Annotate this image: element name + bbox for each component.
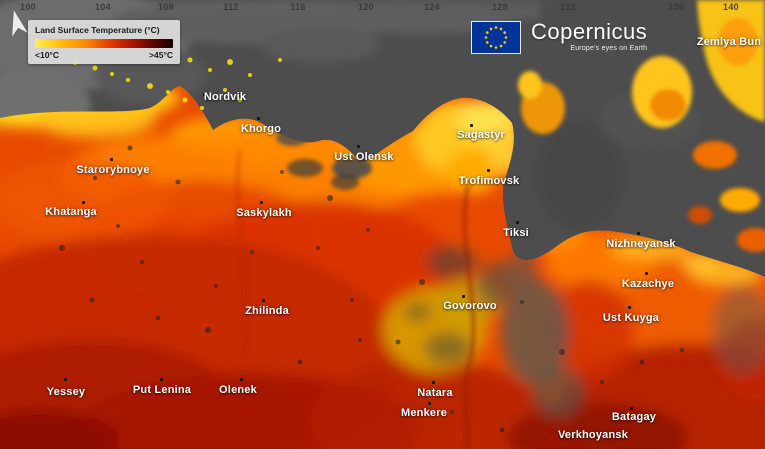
place-label: Menkere (400, 407, 448, 419)
place-label: Zhilinda (245, 305, 289, 317)
longitude-tick: 104 (95, 2, 111, 12)
place-marker (428, 402, 431, 405)
longitude-tick: 120 (358, 2, 374, 12)
place-marker (645, 272, 648, 275)
legend-max-label: >45°C (149, 50, 173, 60)
place-marker (630, 407, 633, 410)
place-label: Verkhoyansk (557, 429, 629, 441)
longitude-tick: 100 (20, 2, 36, 12)
copernicus-wordmark: Copernicus (531, 19, 648, 44)
place-label: Natara (417, 387, 453, 399)
place-label: Govorovo (443, 300, 497, 312)
copernicus-tagline: Europe's eyes on Earth (570, 45, 648, 52)
legend-range: <10°C >45°C (35, 50, 173, 60)
place-label: Khorgo (240, 123, 282, 135)
place-label: Put Lenina (132, 384, 192, 396)
place-label: Nordvik (203, 91, 247, 103)
place-label: Zemlya Bun (696, 36, 762, 48)
longitude-tick: 136 (668, 2, 684, 12)
place-label: Yessey (46, 386, 86, 398)
place-label: Ust Kuyga (602, 312, 660, 324)
longitude-tick: 124 (424, 2, 440, 12)
copernicus-logo: Copernicus Europe's eyes on Earth (471, 21, 647, 54)
longitude-tick: 132 (560, 2, 576, 12)
place-marker (82, 201, 85, 204)
place-marker (262, 299, 265, 302)
place-label: Khatanga (45, 206, 97, 218)
longitude-tick: 140 (723, 2, 739, 12)
eu-stars (484, 26, 508, 49)
place-marker (257, 117, 260, 120)
place-marker (260, 201, 263, 204)
legend: Land Surface Temperature (°C) <10°C >45°… (28, 20, 180, 64)
place-marker (240, 378, 243, 381)
place-marker (110, 158, 113, 161)
place-marker (628, 306, 631, 309)
place-label: Ust Olensk (334, 151, 394, 163)
place-label: Saskylakh (236, 207, 292, 219)
place-marker (64, 378, 67, 381)
north-arrow-icon (12, 10, 28, 37)
place-label: Kazachye (621, 278, 675, 290)
place-marker (462, 295, 465, 298)
place-label: Batagay (611, 411, 657, 423)
place-marker (357, 145, 360, 148)
longitude-tick: 128 (492, 2, 508, 12)
place-label: Trofimovsk (458, 175, 520, 187)
place-label: Tiksi (503, 227, 529, 239)
place-marker (487, 169, 490, 172)
copernicus-wordmark-block: Copernicus Europe's eyes on Earth (531, 19, 648, 53)
place-label: Nizhneyansk (606, 238, 676, 250)
longitude-tick: 108 (158, 2, 174, 12)
longitude-tick: 112 (223, 2, 239, 12)
place-marker (470, 124, 473, 127)
place-marker (432, 381, 435, 384)
place-marker (203, 93, 206, 96)
legend-title: Land Surface Temperature (°C) (35, 25, 160, 35)
place-marker (637, 232, 640, 235)
place-marker (516, 221, 519, 224)
place-marker (160, 378, 163, 381)
eu-flag-icon (471, 21, 521, 54)
place-label: Olenek (219, 384, 257, 396)
longitude-tick: 116 (290, 2, 306, 12)
legend-gradient-bar (35, 39, 173, 48)
place-label: Starorybnoye (76, 164, 150, 176)
legend-min-label: <10°C (35, 50, 59, 60)
place-label: Sagastyr (456, 129, 506, 141)
